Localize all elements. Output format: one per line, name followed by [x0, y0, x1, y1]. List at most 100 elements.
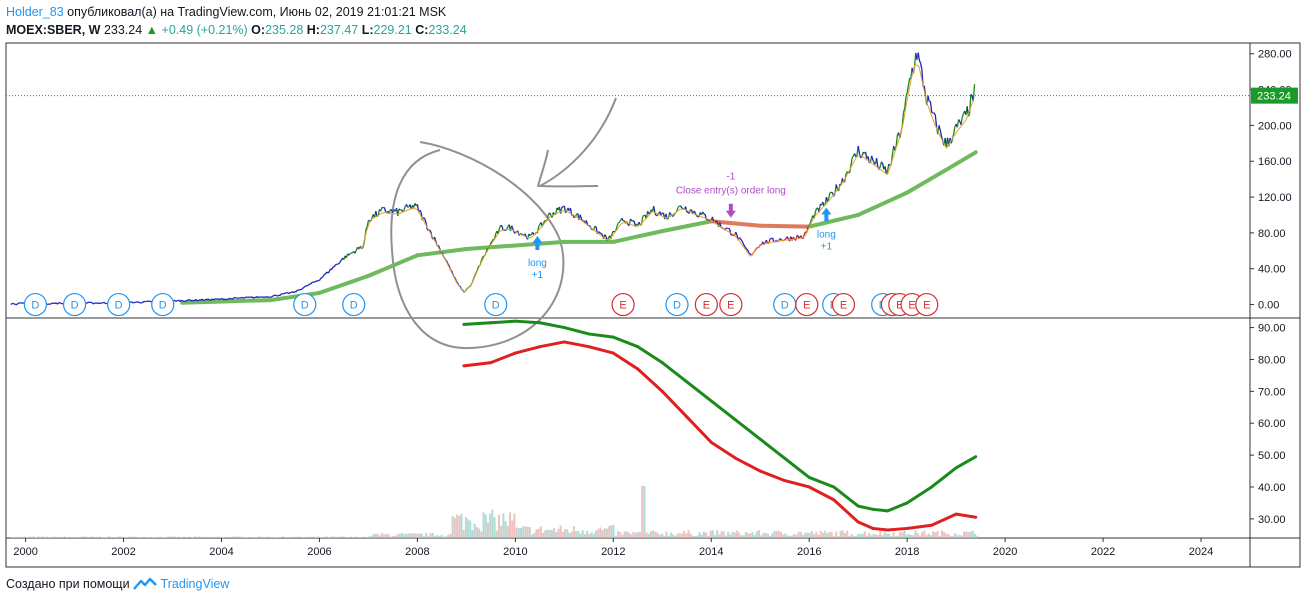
ma-fast-segment: [475, 264, 481, 275]
volume-bar: [672, 534, 675, 538]
ma-fast-segment: [671, 211, 677, 216]
price-segment: [628, 218, 632, 226]
price-segment: [808, 222, 812, 227]
volume-bar: [570, 531, 573, 538]
volume-bar: [621, 534, 624, 538]
volume-bar: [319, 537, 322, 538]
long-arrow-icon: [821, 207, 832, 222]
volume-bar: [751, 532, 754, 538]
price-segment: [486, 247, 489, 250]
price-segment: [599, 232, 602, 234]
volume-bar: [17, 537, 20, 538]
ma-fast-segment: [683, 208, 688, 212]
price-segment: [133, 301, 135, 304]
price-segment: [137, 301, 140, 304]
volume-bar: [709, 530, 712, 538]
volume-bar: [813, 534, 816, 538]
price-segment: [851, 155, 854, 159]
ma-fast-segment: [416, 209, 422, 218]
volume-bar: [520, 527, 523, 538]
volume-bar: [544, 530, 547, 538]
price-segment: [676, 206, 679, 211]
price-segment: [857, 145, 861, 154]
price-segment: [255, 295, 258, 298]
ma-fast-segment: [374, 214, 379, 219]
osc-line-green: [783, 456, 811, 479]
osc-line-red: [513, 345, 542, 355]
osc-line-green: [832, 485, 860, 508]
volume-bar: [515, 527, 518, 538]
ma-fast-segment: [577, 217, 583, 222]
volume-bar: [341, 536, 344, 538]
event-letter: E: [908, 300, 915, 312]
osc-line-red: [462, 361, 493, 368]
chart-header: Holder_83 опубликовал(а) на TradingView.…: [6, 3, 467, 39]
ma-fast-segment: [573, 215, 579, 219]
price-tick-label: 80.00: [1258, 228, 1286, 240]
volume-bar: [440, 534, 443, 538]
price-segment: [639, 223, 642, 226]
ma-long-segment: [856, 190, 910, 217]
price-segment: [380, 207, 383, 212]
ma-fast-segment: [428, 230, 434, 239]
volume-bar: [226, 536, 229, 538]
price-segment: [617, 221, 620, 224]
last-price: 233.24: [103, 23, 143, 37]
volume-bar: [385, 533, 388, 538]
volume-bar: [665, 531, 668, 538]
earnings-marker: [795, 292, 819, 317]
ma-fast-segment: [961, 119, 967, 126]
volume-bar: [852, 535, 855, 538]
price-segment: [349, 252, 352, 255]
close-label: Close entry(s) order long: [676, 186, 786, 197]
price-segment: [511, 225, 514, 230]
price-segment: [251, 296, 254, 299]
close-label: C:: [415, 23, 429, 37]
ma-fast-segment: [593, 229, 598, 234]
volume-bar: [134, 536, 137, 538]
tradingview-logo-icon: [133, 577, 160, 591]
ma-fast-segment: [546, 215, 551, 221]
volume-bar: [149, 536, 152, 538]
price-segment: [222, 298, 225, 301]
osc-line-green: [636, 345, 664, 365]
price-segment: [693, 210, 696, 214]
price-segment: [263, 296, 267, 299]
drawing-arrow-head: [537, 149, 549, 187]
volume-bar: [54, 536, 57, 538]
price-segment: [175, 300, 178, 303]
volume-bar: [780, 532, 783, 538]
price-segment: [365, 226, 368, 230]
volume-bar: [222, 537, 225, 538]
volume-bar: [747, 533, 750, 538]
price-segment: [560, 206, 563, 214]
price-segment: [529, 234, 532, 237]
ma-long-segment: [660, 219, 714, 234]
price-segment: [135, 301, 138, 304]
tradingview-brand[interactable]: TradingView: [160, 577, 230, 591]
osc-tick-label: 50.00: [1258, 450, 1286, 462]
volume-bar: [850, 534, 853, 538]
volume-bar: [423, 536, 426, 538]
volume-bar: [30, 536, 33, 538]
price-segment: [338, 261, 341, 265]
volume-bar: [72, 537, 75, 538]
ma-fast-segment: [370, 217, 375, 221]
ma-fast-segment: [397, 212, 402, 215]
price-segment: [321, 276, 324, 279]
volume-bar: [414, 533, 417, 538]
author-link[interactable]: Holder_83: [6, 5, 64, 19]
volume-bar: [497, 514, 500, 538]
volume-bar: [471, 529, 474, 538]
ma-fast-segment: [726, 230, 732, 234]
price-segment: [917, 52, 921, 61]
price-segment: [332, 266, 335, 268]
close-arrow-icon: [725, 203, 736, 218]
ma-fast-segment: [847, 164, 853, 173]
volume-bar: [273, 537, 276, 538]
price-segment: [316, 279, 319, 282]
volume-bar: [191, 537, 194, 538]
volume-bar: [127, 536, 130, 538]
volume-bar: [956, 535, 959, 538]
